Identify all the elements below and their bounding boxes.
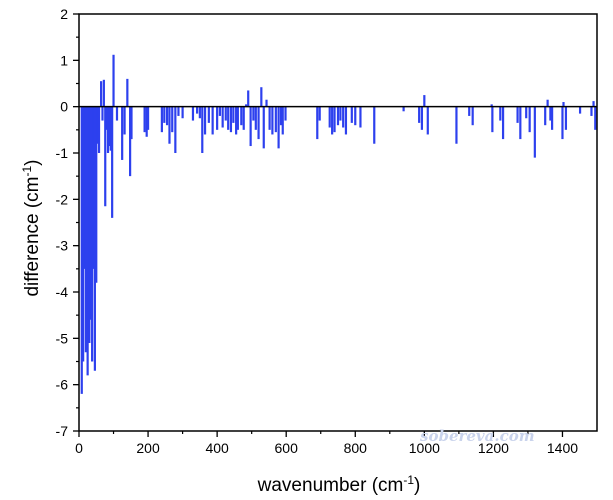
- y-tick-label: -2: [56, 191, 69, 207]
- x-tick-label: 800: [344, 440, 368, 456]
- y-tick-label: -6: [56, 377, 69, 393]
- y-tick-label: 2: [60, 6, 68, 22]
- x-tick-label: 400: [205, 440, 229, 456]
- y-tick-label: -1: [56, 145, 69, 161]
- y-tick-label: 1: [60, 52, 68, 68]
- x-axis-title-end: ): [414, 475, 420, 496]
- y-axis-title: difference (cm-1): [20, 159, 43, 296]
- y-axis-title-main: difference (cm: [22, 176, 43, 296]
- y-tick-label: -4: [56, 284, 69, 300]
- tick-labels-group: 0 200 400 600 800 1000 1200 1400 -7 -6 -5 -4 -3 -2 -1 0…: [56, 6, 579, 456]
- x-tick-label: 1200: [478, 440, 509, 456]
- y-tick-label: -3: [56, 238, 69, 254]
- y-tick-label: -7: [56, 423, 69, 439]
- x-axis-title-main: wavenumber (cm: [257, 475, 404, 496]
- plot-frame: [78, 13, 598, 432]
- x-axis-title: wavenumber (cm-1): [257, 473, 421, 496]
- x-tick-label: 0: [75, 440, 83, 456]
- bars-group: [80, 54, 597, 394]
- ticks-group: [73, 13, 564, 437]
- x-tick-label: 1400: [547, 440, 578, 456]
- watermark: sobereva.com: [420, 427, 535, 445]
- x-tick-label: 1000: [409, 440, 440, 456]
- y-axis-title-sup: -1: [20, 165, 34, 176]
- x-axis-title-sup: -1: [403, 473, 414, 487]
- y-tick-label: 0: [60, 99, 68, 115]
- x-tick-label: 600: [275, 440, 299, 456]
- x-tick-label: 200: [136, 440, 160, 456]
- y-tick-label: -5: [56, 330, 69, 346]
- y-axis-title-end: ): [22, 159, 43, 165]
